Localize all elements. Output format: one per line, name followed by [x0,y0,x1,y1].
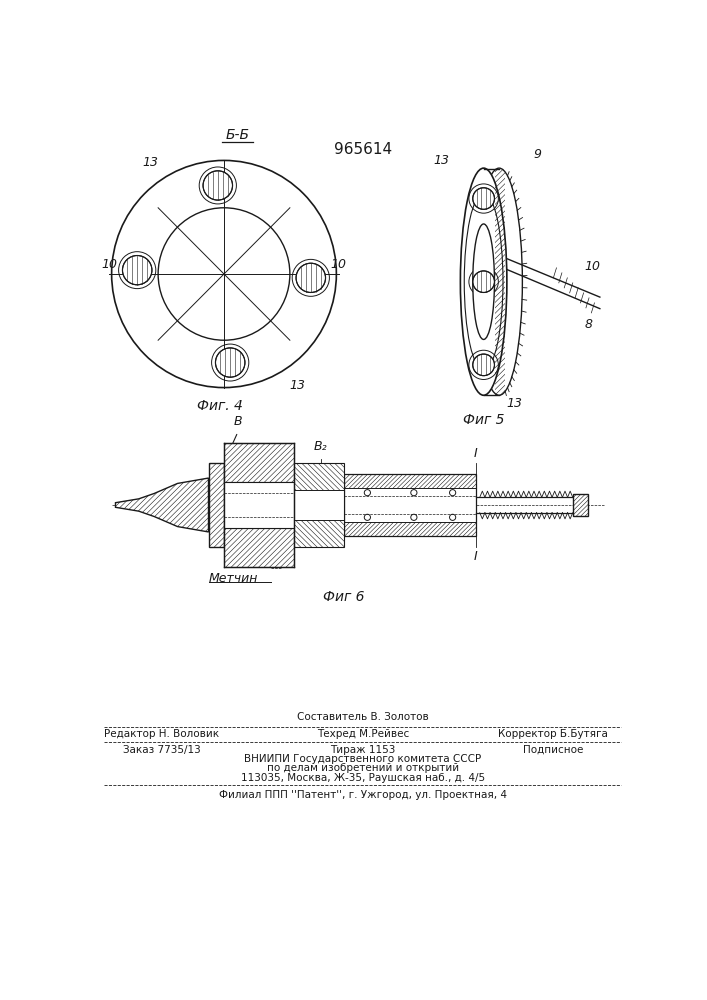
Polygon shape [293,463,344,547]
Ellipse shape [473,271,494,292]
Text: 10: 10 [331,258,346,271]
Text: B₂: B₂ [314,440,327,453]
Ellipse shape [203,171,233,200]
Ellipse shape [216,348,245,377]
Text: Составитель В. Золотов: Составитель В. Золотов [297,712,428,722]
Polygon shape [115,478,209,532]
Ellipse shape [473,188,494,209]
Ellipse shape [473,224,494,339]
Text: 10: 10 [101,258,117,271]
Text: Фиг 6: Фиг 6 [323,590,365,604]
Text: I: I [474,447,478,460]
Text: Корректор Б.Бутяга: Корректор Б.Бутяга [498,729,608,739]
Polygon shape [224,482,293,528]
Text: 13: 13 [433,154,449,167]
Text: 9: 9 [534,148,542,161]
Text: Филиал ППП ''Патент'', г. Ужгород, ул. Проектная, 4: Филиал ППП ''Патент'', г. Ужгород, ул. П… [218,790,507,800]
Ellipse shape [296,263,325,292]
Text: ВНИИПИ Государственного комитета СССР: ВНИИПИ Государственного комитета СССР [244,754,481,764]
Text: 8: 8 [584,318,592,331]
Text: Б-Б: Б-Б [226,128,250,142]
Text: B: B [233,415,243,428]
Polygon shape [573,494,588,516]
Polygon shape [344,474,476,536]
Ellipse shape [473,354,494,376]
Text: 113035, Москва, Ж-35, Раушская наб., д. 4/5: 113035, Москва, Ж-35, Раушская наб., д. … [240,773,485,783]
Polygon shape [209,463,224,547]
Text: I: I [474,550,478,563]
Text: Заказ 7735/13: Заказ 7735/13 [123,745,201,755]
Text: Фиг 5: Фиг 5 [463,413,504,427]
Text: Тираж 1153: Тираж 1153 [330,745,395,755]
Text: Фиг. 4: Фиг. 4 [197,399,243,413]
Ellipse shape [122,256,152,285]
Text: 965614: 965614 [334,142,392,157]
Polygon shape [224,443,293,482]
Text: 13: 13 [507,397,522,410]
Polygon shape [224,528,293,567]
Text: Техред М.Рейвес: Техред М.Рейвес [317,729,409,739]
Text: по делам изобретений и открытий: по делам изобретений и открытий [267,763,459,773]
Text: Метчин: Метчин [209,572,258,585]
Text: 10: 10 [584,260,600,273]
Text: 13: 13 [290,379,305,392]
Text: Редактор Н. Воловик: Редактор Н. Воловик [105,729,220,739]
Text: Подписное: Подписное [523,745,583,755]
Ellipse shape [460,168,507,395]
Text: 13: 13 [142,156,158,169]
